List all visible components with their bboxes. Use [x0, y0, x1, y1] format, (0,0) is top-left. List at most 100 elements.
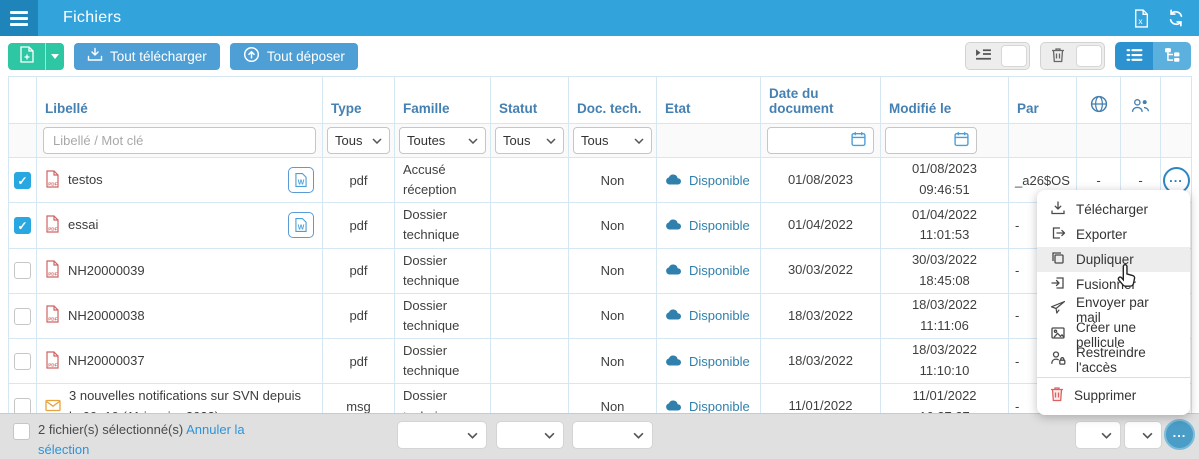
list-view-button[interactable] — [1115, 42, 1153, 70]
upload-icon — [243, 46, 260, 66]
calendar-icon — [954, 131, 969, 150]
cloud-icon — [665, 308, 682, 323]
expand-toggle-checkbox[interactable] — [1001, 45, 1027, 67]
merge-icon — [1050, 275, 1066, 294]
menu-item-restreindre-acces[interactable]: Restreindre l'accès — [1037, 345, 1190, 375]
chevron-down-icon — [546, 137, 556, 144]
date-document-filter[interactable] — [767, 127, 874, 154]
col-date-document[interactable]: Date du document — [760, 76, 881, 124]
date-document-cell: 18/03/2022 — [760, 338, 881, 385]
type-cell: pdf — [322, 247, 395, 294]
type-cell: pdf — [322, 338, 395, 385]
file-label: NH20000039 — [68, 262, 145, 278]
generate-word-button[interactable]: W — [288, 167, 314, 194]
row-checkbox[interactable] — [14, 352, 31, 370]
new-file-dropdown-button[interactable] — [45, 42, 64, 70]
new-file-button[interactable] — [8, 42, 45, 70]
bulk-groups-select[interactable] — [1125, 422, 1161, 448]
bulk-statut-select[interactable] — [497, 422, 563, 448]
export-excel-icon[interactable]: x — [1133, 8, 1149, 28]
col-globe[interactable] — [1076, 76, 1121, 124]
col-statut[interactable]: Statut — [490, 76, 569, 124]
pdf-file-icon: PDF — [45, 170, 60, 191]
famille-filter-select[interactable]: Toutes — [399, 127, 486, 154]
col-modifie-le[interactable]: Modifié le — [880, 76, 1009, 124]
svg-text:PDF: PDF — [48, 226, 57, 231]
cloud-icon — [665, 263, 682, 278]
famille-cell: Dossier technique — [394, 292, 491, 340]
col-famille[interactable]: Famille — [394, 76, 491, 124]
menu-item-envoyer-par-mail[interactable]: Envoyer par mail — [1037, 295, 1190, 325]
header-row: Libellé Type Famille Statut Doc. tech. E… — [8, 76, 1192, 124]
menu-item-creer-une-pellicule[interactable]: Créer une pellicule — [1037, 320, 1190, 350]
bulk-famille-select[interactable] — [398, 422, 486, 448]
tree-view-button[interactable] — [1153, 42, 1191, 70]
doc-tech-filter-select[interactable]: Tous — [573, 127, 652, 154]
menu-item-supprimer[interactable]: Supprimer — [1037, 383, 1190, 408]
col-doc-tech[interactable]: Doc. tech. — [568, 76, 657, 124]
download-all-button[interactable]: Tout télécharger — [74, 42, 220, 70]
footer-select-all-checkbox[interactable] — [13, 423, 30, 440]
hamburger-menu-button[interactable] — [0, 0, 38, 36]
delete-icon — [1050, 386, 1064, 405]
col-etat[interactable]: Etat — [656, 76, 761, 124]
bulk-actions-button[interactable]: ... — [1164, 419, 1195, 450]
row-context-menu: Télécharger Exporter Dupliquer Fusionner… — [1037, 190, 1190, 415]
chevron-down-icon — [634, 137, 644, 144]
menu-divider — [1037, 377, 1190, 378]
row-checkbox[interactable] — [14, 307, 31, 325]
statut-filter-select[interactable]: Tous — [495, 127, 564, 154]
svg-text:W: W — [298, 225, 305, 232]
indent-expand-button[interactable] — [968, 45, 998, 67]
bulk-globe-select[interactable] — [1076, 422, 1120, 448]
col-libelle[interactable]: Libellé — [36, 76, 323, 124]
menu-item-fusionner[interactable]: Fusionner — [1037, 272, 1190, 297]
menu-item-dupliquer[interactable]: Dupliquer — [1037, 247, 1190, 272]
deposit-all-button[interactable]: Tout déposer — [229, 42, 358, 70]
selection-footer: 2 fichier(s) sélectionné(s) Annuler la s… — [0, 413, 1199, 459]
svg-text:W: W — [298, 180, 305, 187]
trash-button[interactable] — [1043, 45, 1073, 67]
col-type[interactable]: Type — [322, 76, 395, 124]
table-row: PDF essai W pdf Dossier technique Non Di… — [8, 202, 1192, 249]
doc-tech-cell: Non — [568, 202, 657, 249]
cloud-icon — [665, 354, 682, 369]
menu-item-exporter[interactable]: Exporter — [1037, 222, 1190, 247]
delete-toggle-checkbox[interactable] — [1076, 45, 1102, 67]
doc-tech-cell: Non — [568, 338, 657, 385]
type-filter-select[interactable]: Tous — [327, 127, 390, 154]
doc-tech-cell: Non — [568, 156, 657, 204]
chevron-down-icon — [544, 432, 555, 439]
row-checkbox[interactable] — [14, 262, 31, 280]
cloud-icon — [665, 399, 682, 414]
cancel-selection-link[interactable]: Annuler la sélection — [38, 422, 245, 458]
bulk-doc-tech-select[interactable] — [573, 422, 652, 448]
view-toggle — [1115, 42, 1191, 70]
file-label: NH20000037 — [68, 353, 145, 369]
etat-cell: Disponible — [658, 173, 760, 188]
col-groups[interactable] — [1120, 76, 1161, 124]
type-cell: pdf — [322, 202, 395, 249]
col-actions — [1160, 76, 1192, 124]
etat-cell: Disponible — [658, 263, 760, 278]
row-checkbox[interactable] — [14, 398, 31, 416]
row-checkbox[interactable] — [14, 216, 31, 234]
select-all-header — [8, 76, 37, 124]
pdf-file-icon: PDF — [45, 351, 60, 372]
pdf-file-icon: PDF — [45, 305, 60, 326]
modifie-le-filter[interactable] — [885, 127, 977, 154]
menu-item-telecharger[interactable]: Télécharger — [1037, 197, 1190, 222]
keyword-filter-input[interactable] — [43, 127, 316, 154]
globe-icon — [1090, 95, 1108, 116]
indent-icon — [975, 47, 992, 65]
doc-tech-cell: Non — [568, 292, 657, 340]
refresh-icon[interactable] — [1167, 9, 1185, 27]
chevron-down-icon — [51, 53, 59, 59]
generate-word-button[interactable]: W — [288, 212, 314, 239]
row-checkbox[interactable] — [14, 171, 31, 189]
file-label: NH20000038 — [68, 307, 145, 323]
col-par[interactable]: Par — [1008, 76, 1077, 124]
picture-icon — [1050, 325, 1066, 344]
cloud-icon — [665, 173, 682, 188]
toolbar-right — [965, 42, 1191, 70]
